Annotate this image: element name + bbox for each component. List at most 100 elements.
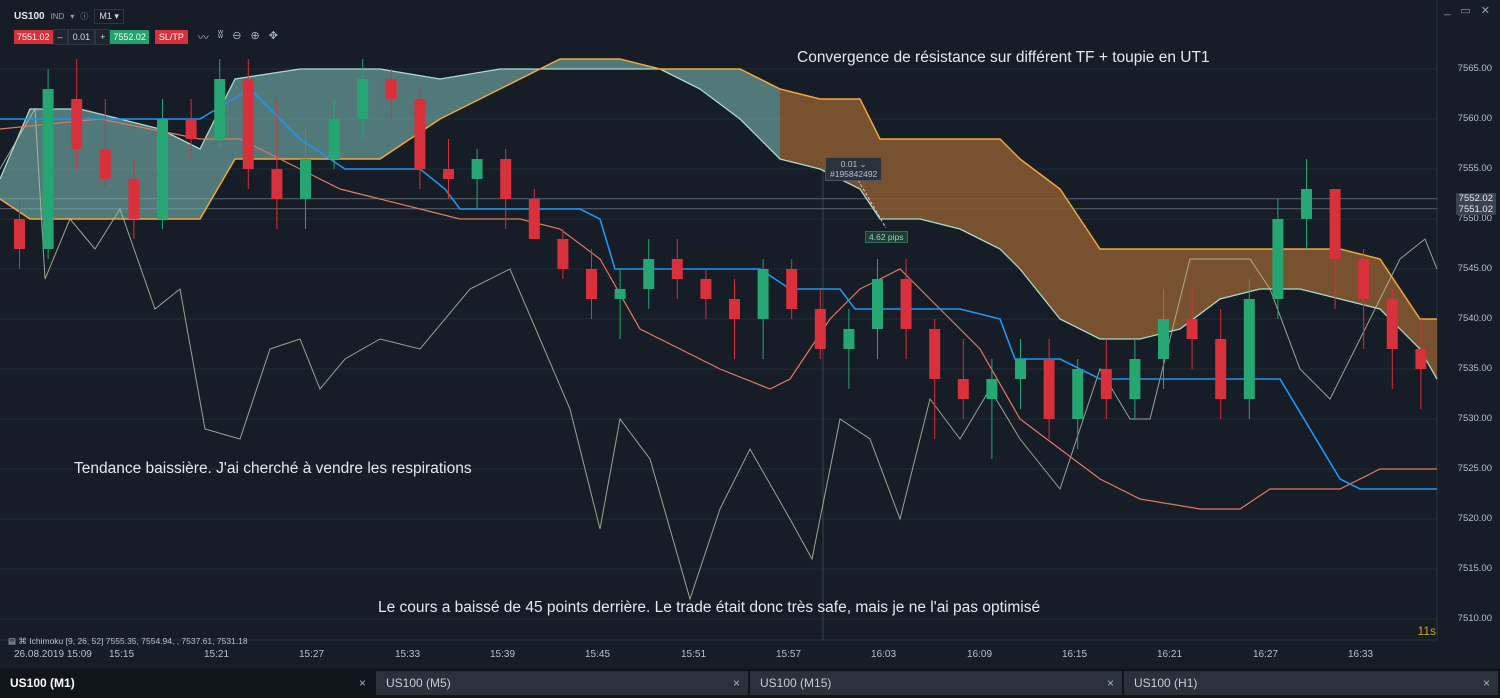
time-tick-label: 15:33: [395, 649, 421, 660]
candle-body: [500, 159, 512, 199]
price-tick-label: 7525.00: [1457, 463, 1492, 474]
candle-body: [1129, 359, 1141, 399]
symbol-tag: IND: [50, 11, 65, 21]
close-tab-icon[interactable]: ×: [1482, 676, 1490, 690]
volume-decrease-button[interactable]: –: [52, 29, 68, 45]
buy-button[interactable]: 7552.02: [110, 30, 149, 44]
volume-increase-button[interactable]: +: [95, 29, 111, 45]
chart-tabs: US100 (M1) × US100 (M5) × US100 (M15) × …: [0, 668, 1500, 698]
volume-input[interactable]: 0.01: [67, 29, 96, 45]
timeframe-select[interactable]: M1 ▾: [94, 8, 124, 24]
candle-countdown: 11s: [1417, 624, 1436, 638]
window-controls: _ ▭ ✕: [1444, 4, 1490, 17]
candle-body: [929, 329, 941, 379]
chevron-down-icon[interactable]: ▾: [70, 11, 75, 21]
candle-body: [1043, 359, 1055, 419]
info-icon[interactable]: ⓘ: [80, 11, 89, 21]
indicator-icon[interactable]: ʬ: [217, 29, 224, 41]
candle-body: [157, 119, 168, 219]
ichimoku-cloud-bullish: [0, 59, 780, 219]
candle-body: [271, 169, 283, 199]
candle-body: [957, 379, 969, 399]
timeframe-value: M1: [99, 10, 112, 21]
candle-body: [1243, 299, 1255, 399]
zoom-in-icon[interactable]: ⊕: [250, 30, 260, 42]
tab-us100-m5[interactable]: US100 (M5) ×: [376, 671, 748, 695]
close-icon[interactable]: ✕: [1480, 5, 1490, 17]
indicator-legend[interactable]: ▤ ⌘ Ichimoku [9, 26, 52] 7555.35, 7554.9…: [8, 636, 248, 647]
position-volume: 0.01: [840, 159, 858, 169]
minimize-icon[interactable]: _: [1444, 4, 1451, 16]
pips-label: 4.62 pips: [865, 231, 908, 243]
tab-us100-m1[interactable]: US100 (M1) ×: [0, 671, 374, 695]
close-tab-icon[interactable]: ×: [732, 676, 740, 690]
candle-body: [872, 279, 883, 329]
candle-body: [14, 219, 25, 249]
candle-body: [1386, 299, 1398, 349]
time-tick-label: 16:27: [1253, 649, 1279, 660]
candle-body: [528, 199, 540, 239]
candle-body: [128, 179, 140, 219]
position-box[interactable]: 0.01 ⌄ #195842492: [825, 157, 883, 181]
senkou-span-b-line: [0, 58, 1437, 320]
close-tab-icon[interactable]: ×: [1106, 676, 1114, 690]
buy-price-tag: 7552.02: [1455, 193, 1496, 204]
time-tick-label: 15:45: [585, 649, 611, 660]
candle-body: [1186, 319, 1198, 339]
candle-body: [1215, 339, 1227, 399]
price-chart[interactable]: [0, 0, 1500, 668]
close-tab-icon[interactable]: ×: [358, 676, 366, 690]
time-tick-label: 15:57: [776, 649, 802, 660]
candle-body: [1358, 259, 1370, 299]
tenkan-sen-line: [0, 118, 1437, 510]
settings-icon[interactable]: ▤ ⌘: [8, 636, 30, 646]
candle-body: [71, 99, 83, 149]
time-tick-label: 16:21: [1157, 649, 1183, 660]
candle-body: [214, 79, 226, 139]
candle-body: [42, 89, 54, 249]
candle-body: [185, 119, 197, 139]
candle-body: [843, 329, 855, 349]
indicator-legend-text: Ichimoku [9, 26, 52] 7555.35, 7554.94, ,…: [29, 636, 248, 646]
candle-body: [471, 159, 483, 179]
candle-body: [1158, 319, 1169, 359]
tab-label: US100 (M5): [386, 676, 451, 690]
tab-us100-m15[interactable]: US100 (M15) ×: [750, 671, 1122, 695]
time-tick-label: 15:21: [204, 649, 230, 660]
candle-body: [99, 149, 111, 179]
sltp-button[interactable]: SL/TP: [154, 30, 188, 44]
candle-body: [1100, 369, 1112, 399]
time-tick-label: 16:03: [871, 649, 897, 660]
candle-body: [700, 279, 712, 299]
price-tick-label: 7530.00: [1457, 413, 1492, 424]
candle-body: [1272, 219, 1284, 299]
price-tick-label: 7540.00: [1457, 313, 1492, 324]
time-tick-label: 16:15: [1062, 649, 1088, 660]
maximize-icon[interactable]: ▭: [1460, 5, 1471, 17]
time-tick-label: 26.08.2019 15:09: [14, 649, 92, 660]
candle-body: [443, 169, 454, 179]
chart-area[interactable]: [0, 0, 1500, 668]
time-tick-label: 15:39: [490, 649, 516, 660]
kijun-sen-line: [0, 87, 1437, 490]
candle-body: [1329, 189, 1341, 259]
tab-label: US100 (H1): [1134, 676, 1198, 690]
trendline-icon[interactable]: 〰: [197, 32, 209, 44]
trade-bar: 7551.02 – 0.01 + 7552.02 SL/TP 〰 ʬ ⊖ ⊕ ✥: [14, 29, 278, 45]
time-tick-label: 16:09: [967, 649, 993, 660]
sell-button[interactable]: 7551.02: [14, 30, 53, 44]
price-tick-label: 7560.00: [1457, 113, 1492, 124]
time-tick-label: 15:27: [299, 649, 325, 660]
symbol-label[interactable]: US100: [14, 10, 45, 22]
tab-label: US100 (M1): [10, 676, 75, 690]
candle-body: [1015, 359, 1026, 379]
annotation-top: Convergence de résistance sur différent …: [797, 49, 1210, 66]
tab-us100-h1[interactable]: US100 (H1) ×: [1124, 671, 1498, 695]
price-tick-label: 7510.00: [1457, 613, 1492, 624]
candle-body: [242, 79, 254, 169]
price-tick-label: 7555.00: [1457, 163, 1492, 174]
zoom-out-icon[interactable]: ⊖: [232, 30, 242, 42]
candle-body: [1072, 369, 1084, 419]
candle-body: [786, 269, 798, 309]
crosshair-icon[interactable]: ✥: [268, 30, 278, 42]
